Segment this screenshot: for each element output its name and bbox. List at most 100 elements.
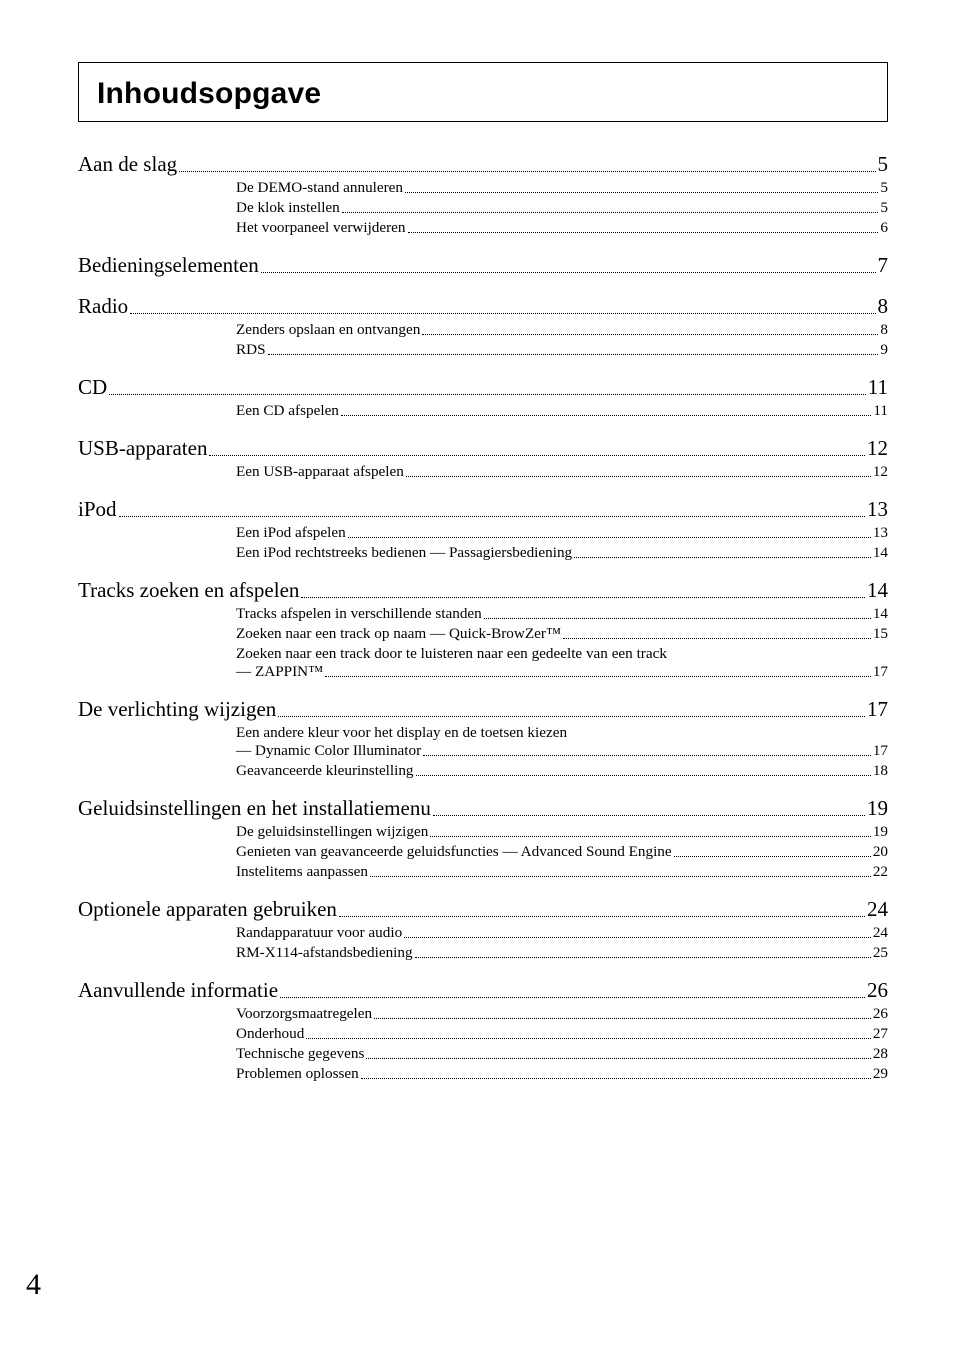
toc-leader-dots (339, 916, 865, 917)
toc-label: Een iPod rechtstreeks bedienen — Passagi… (236, 544, 572, 562)
toc-entry-level2: De geluidsinstellingen wijzigen 19 (78, 823, 888, 841)
toc-entry-level1: iPod 13 (78, 497, 888, 522)
toc-label: Aanvullende informatie (78, 978, 278, 1003)
toc-entry-level2: Zoeken naar een track op naam — Quick-Br… (78, 625, 888, 643)
toc-page: 8 (878, 294, 889, 319)
toc-leader-dots (404, 937, 871, 938)
toc-page: 17 (873, 742, 888, 760)
toc-label: Onderhoud (236, 1025, 304, 1043)
content-area: Inhoudsopgave Aan de slag 5De DEMO-stand… (78, 62, 888, 1083)
toc-leader-dots (348, 537, 871, 538)
toc-entry-level2: Technische gegevens 28 (78, 1045, 888, 1063)
toc-page: 26 (867, 978, 888, 1003)
toc-leader-dots (408, 232, 879, 233)
toc-leader-dots (301, 597, 865, 598)
table-of-contents: Aan de slag 5De DEMO-stand annuleren 5De… (78, 152, 888, 1083)
toc-entry-level2: Genieten van geavanceerde geluidsfunctie… (78, 843, 888, 861)
toc-entry-level1: Bedieningselementen 7 (78, 253, 888, 278)
toc-leader-dots (423, 755, 871, 756)
toc-entry-level1: Tracks zoeken en afspelen 14 (78, 578, 888, 603)
toc-label: Een USB-apparaat afspelen (236, 463, 404, 481)
toc-label: USB-apparaten (78, 436, 207, 461)
toc-entry-level2: Tracks afspelen in verschillende standen… (78, 605, 888, 623)
toc-label: Optionele apparaten gebruiken (78, 897, 337, 922)
toc-leader-dots (341, 415, 871, 416)
toc-leader-dots (415, 957, 871, 958)
toc-label-line1: Zoeken naar een track door te luisteren … (236, 645, 888, 663)
toc-page: 27 (873, 1025, 888, 1043)
toc-entry-level2: Een iPod rechtstreeks bedienen — Passagi… (78, 544, 888, 562)
toc-page: 28 (873, 1045, 888, 1063)
toc-leader-dots (342, 212, 879, 213)
toc-entry-level2: Instelitems aanpassen 22 (78, 863, 888, 881)
toc-label: Randapparatuur voor audio (236, 924, 402, 942)
toc-page: 9 (880, 341, 888, 359)
toc-leader-dots (109, 394, 866, 395)
toc-label: Geavanceerde kleurinstelling (236, 762, 414, 780)
toc-leader-dots (268, 354, 879, 355)
toc-label-line2: — ZAPPIN™ (236, 663, 323, 681)
toc-page: 7 (878, 253, 889, 278)
toc-page: 12 (873, 463, 888, 481)
toc-label: Instelitems aanpassen (236, 863, 368, 881)
toc-label: CD (78, 375, 107, 400)
toc-entry-level1: Geluidsinstellingen en het installatieme… (78, 796, 888, 821)
toc-leader-dots (406, 476, 871, 477)
toc-label: Technische gegevens (236, 1045, 364, 1063)
toc-page: 11 (868, 375, 888, 400)
toc-label: De klok instellen (236, 199, 340, 217)
toc-page: 5 (878, 152, 889, 177)
toc-page: 11 (873, 402, 888, 420)
toc-label: iPod (78, 497, 117, 522)
toc-leader-dots (563, 638, 871, 639)
toc-label: Zenders opslaan en ontvangen (236, 321, 420, 339)
toc-label: Een CD afspelen (236, 402, 339, 420)
toc-entry-level2: Voorzorgsmaatregelen 26 (78, 1005, 888, 1023)
toc-leader-dots (405, 192, 878, 193)
toc-leader-dots (361, 1078, 871, 1079)
toc-label: Voorzorgsmaatregelen (236, 1005, 372, 1023)
toc-page: 13 (873, 524, 888, 542)
toc-entry-level1: Aanvullende informatie 26 (78, 978, 888, 1003)
toc-label: Bedieningselementen (78, 253, 259, 278)
toc-entry-level1: Radio 8 (78, 294, 888, 319)
toc-label-line2: — Dynamic Color Illuminator (236, 742, 421, 760)
toc-label: RM-X114-afstandsbediening (236, 944, 413, 962)
toc-entry-level2: Geavanceerde kleurinstelling 18 (78, 762, 888, 780)
toc-leader-dots (430, 836, 870, 837)
toc-label: Geluidsinstellingen en het installatieme… (78, 796, 431, 821)
toc-entry-level2: Een USB-apparaat afspelen 12 (78, 463, 888, 481)
toc-leader-dots (179, 171, 875, 172)
toc-entry-level1: De verlichting wijzigen 17 (78, 697, 888, 722)
toc-page: 18 (873, 762, 888, 780)
toc-leader-dots (416, 775, 871, 776)
toc-leader-dots (433, 815, 865, 816)
toc-label: De geluidsinstellingen wijzigen (236, 823, 428, 841)
toc-leader-dots (574, 557, 871, 558)
toc-page: 5 (880, 199, 888, 217)
toc-entry-level2: De klok instellen 5 (78, 199, 888, 217)
toc-leader-dots (422, 334, 878, 335)
toc-label: De DEMO-stand annuleren (236, 179, 403, 197)
toc-label: De verlichting wijzigen (78, 697, 276, 722)
toc-label: Tracks zoeken en afspelen (78, 578, 299, 603)
toc-entry-level2: Een iPod afspelen 13 (78, 524, 888, 542)
toc-entry-level2: RM-X114-afstandsbediening 25 (78, 944, 888, 962)
toc-entry-level2: Onderhoud 27 (78, 1025, 888, 1043)
toc-leader-dots (366, 1058, 870, 1059)
toc-page: 14 (867, 578, 888, 603)
toc-label: RDS (236, 341, 266, 359)
toc-entry-level2: Zenders opslaan en ontvangen 8 (78, 321, 888, 339)
toc-page: 8 (880, 321, 888, 339)
toc-label: Het voorpaneel verwijderen (236, 219, 406, 237)
toc-label: Aan de slag (78, 152, 177, 177)
toc-page: 29 (873, 1065, 888, 1083)
toc-page: 26 (873, 1005, 888, 1023)
toc-page: 22 (873, 863, 888, 881)
toc-entry-level2: Een CD afspelen 11 (78, 402, 888, 420)
toc-entry-level2-multiline: Een andere kleur voor het display en de … (78, 724, 888, 760)
toc-page: 12 (867, 436, 888, 461)
toc-entry-level1: CD 11 (78, 375, 888, 400)
toc-entry-level2: Randapparatuur voor audio 24 (78, 924, 888, 942)
toc-leader-dots (484, 618, 871, 619)
